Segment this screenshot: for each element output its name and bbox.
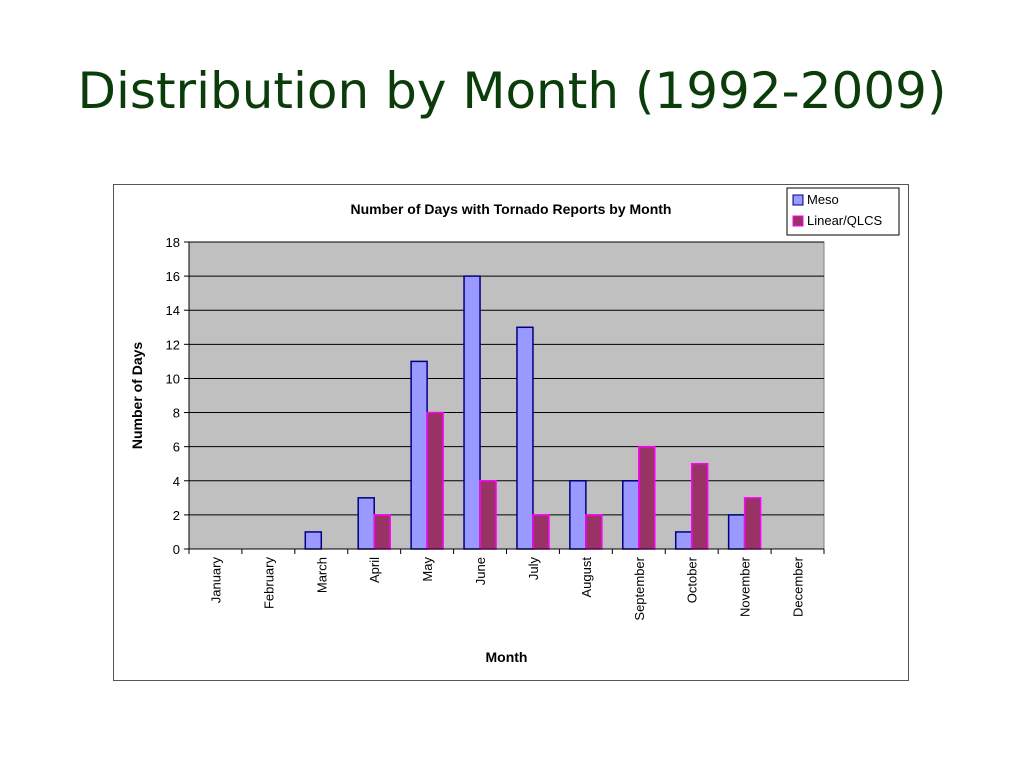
legend-label-meso: Meso xyxy=(807,192,839,207)
x-tick-label-march: March xyxy=(314,557,329,593)
y-tick-label: 14 xyxy=(166,303,180,318)
y-tick-label: 6 xyxy=(173,440,180,455)
bar-meso-september xyxy=(622,480,640,550)
y-tick-label: 10 xyxy=(166,371,180,386)
bar-linear-qlcs-august xyxy=(585,514,603,550)
bar-meso-july xyxy=(516,326,534,550)
x-tick-label-december: December xyxy=(791,556,806,617)
y-axis-label: Number of Days xyxy=(129,342,145,450)
bar-meso-march xyxy=(304,531,323,550)
bar-meso-may xyxy=(410,360,428,550)
bar-linear-qlcs-september xyxy=(638,445,656,550)
y-tick-label: 2 xyxy=(173,508,180,523)
x-tick-label-june: June xyxy=(473,557,488,585)
plot-area xyxy=(188,241,825,550)
legend-box xyxy=(786,187,900,236)
x-axis-label: Month xyxy=(486,649,528,665)
y-tick-label: 4 xyxy=(173,474,180,489)
x-tick-label-july: July xyxy=(526,557,541,581)
bar-meso-november xyxy=(727,514,746,550)
bar-meso-august xyxy=(569,480,587,550)
x-tick-label-may: May xyxy=(420,557,435,582)
axes xyxy=(184,241,825,554)
y-tick-label: 16 xyxy=(166,269,180,284)
bar-linear-qlcs-july xyxy=(532,514,550,550)
gridlines xyxy=(189,241,824,516)
bar-linear-qlcs-november xyxy=(743,497,762,550)
bar-linear-qlcs-june xyxy=(479,480,497,550)
x-tick-label-november: November xyxy=(738,556,753,617)
bar-linear-qlcs-april xyxy=(373,514,391,550)
bar-meso-october xyxy=(674,531,693,550)
x-tick-label-april: April xyxy=(367,557,382,583)
y-tick-label: 8 xyxy=(173,406,180,421)
legend-swatch-linear-qlcs xyxy=(792,215,804,227)
x-tick-label-september: September xyxy=(632,556,647,620)
legend: Meso Linear/QLCS xyxy=(786,187,900,236)
slide-title: Distribution by Month (1992-2009) xyxy=(77,62,947,120)
tick-labels: 0 2 4 6 8 10 12 14 16 18 January February March April… xyxy=(166,235,806,621)
x-tick-label-august: August xyxy=(579,557,594,598)
legend-swatch-meso xyxy=(792,194,804,206)
x-tick-label-october: October xyxy=(685,556,700,603)
y-tick-label: 18 xyxy=(166,235,180,250)
x-tick-label-january: January xyxy=(208,557,223,604)
bar-meso-april xyxy=(357,497,375,550)
bar-linear-qlcs-may xyxy=(426,411,444,550)
y-tick-label: 0 xyxy=(173,542,180,557)
chart-title: Number of Days with Tornado Reports by M… xyxy=(351,201,672,217)
tornado-bar-chart: 0 2 4 6 8 10 12 14 16 18 January February March April… xyxy=(129,187,900,665)
chart-frame: 0 2 4 6 8 10 12 14 16 18 January February March April… xyxy=(113,184,909,681)
legend-label-linear-qlcs: Linear/QLCS xyxy=(807,213,882,228)
y-tick-label: 12 xyxy=(166,337,180,352)
bars xyxy=(304,275,762,550)
x-tick-label-february: February xyxy=(261,557,276,610)
bar-linear-qlcs-october xyxy=(690,462,709,550)
bar-meso-june xyxy=(463,275,481,550)
